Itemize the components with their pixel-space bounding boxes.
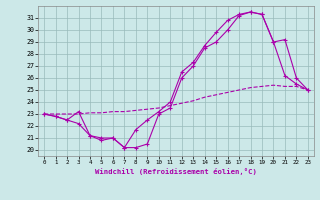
X-axis label: Windchill (Refroidissement éolien,°C): Windchill (Refroidissement éolien,°C)	[95, 168, 257, 175]
